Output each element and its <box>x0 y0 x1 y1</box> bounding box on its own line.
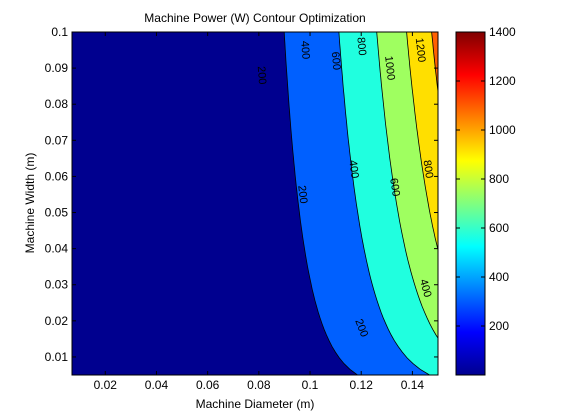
contour-line-600 <box>376 32 438 339</box>
x-tick-label: 0.12 <box>350 378 374 392</box>
y-axis-title: Machine Width (m) <box>23 153 37 254</box>
contour-band-4 <box>406 32 438 250</box>
contour-label-200: 200 <box>255 66 268 85</box>
x-tick-label: 0.06 <box>196 378 220 392</box>
colorbar-tick-label: 1400 <box>489 25 516 39</box>
y-tick-label: 0.1 <box>51 25 68 39</box>
y-tick-label: 0.02 <box>45 314 69 328</box>
x-axis-title: Machine Diameter (m) <box>196 397 315 411</box>
colorbar-tick-label: 200 <box>489 319 509 333</box>
contour-label-800: 800 <box>354 37 368 56</box>
y-tick-label: 0.03 <box>45 278 69 292</box>
x-tick-label: 0.08 <box>247 378 271 392</box>
colorbar-tick-label: 1200 <box>489 74 516 88</box>
contour-label-400: 400 <box>298 40 311 59</box>
contour-line-800 <box>406 32 438 252</box>
x-tick-label: 0.14 <box>401 378 425 392</box>
colorbar-gradient <box>455 31 486 376</box>
x-tick-label: 0.02 <box>94 378 118 392</box>
contour-label-1200: 1200 <box>413 37 428 63</box>
y-tick-label: 0.07 <box>45 133 69 147</box>
colorbar: 200 400 600 800 1000 1200 1400 <box>455 25 516 376</box>
plot-frame <box>71 31 439 376</box>
y-tick-label: 0.09 <box>45 61 69 75</box>
y-tick-label: 0.06 <box>45 169 69 183</box>
colorbar-tick-label: 400 <box>489 270 509 284</box>
contour-fills <box>72 32 438 375</box>
y-tick-label: 0.08 <box>45 97 69 111</box>
x-tick-label: 0.04 <box>145 378 169 392</box>
contour-label-200: 200 <box>295 185 309 205</box>
x-tick-label: 0.1 <box>302 378 319 392</box>
contour-label-800: 800 <box>420 159 435 179</box>
y-tick-label: 0.05 <box>45 206 69 220</box>
contour-line-200 <box>283 32 358 375</box>
contour-label-400: 400 <box>346 159 360 179</box>
y-tick-label: 0.01 <box>45 350 69 364</box>
colorbar-tick-label: 1000 <box>489 123 516 137</box>
colorbar-tick-label: 600 <box>489 221 509 235</box>
contour-label-600: 600 <box>387 177 402 197</box>
contour-line-400 <box>338 32 430 375</box>
colorbar-tick-label: 800 <box>489 172 509 186</box>
y-axis: 0.01 0.02 0.03 0.04 0.05 0.06 0.07 0.08 0.09 0.1 <box>45 25 438 364</box>
contour-label-1000: 1000 <box>382 55 397 81</box>
chart-title: Machine Power (W) Contour Optimization <box>144 11 365 25</box>
y-tick-label: 0.04 <box>45 242 69 256</box>
x-axis: 0.02 0.04 0.06 0.08 0.1 0.12 0.14 <box>94 32 425 392</box>
contour-label-600: 600 <box>329 51 343 70</box>
contour-label-400: 400 <box>417 278 434 299</box>
